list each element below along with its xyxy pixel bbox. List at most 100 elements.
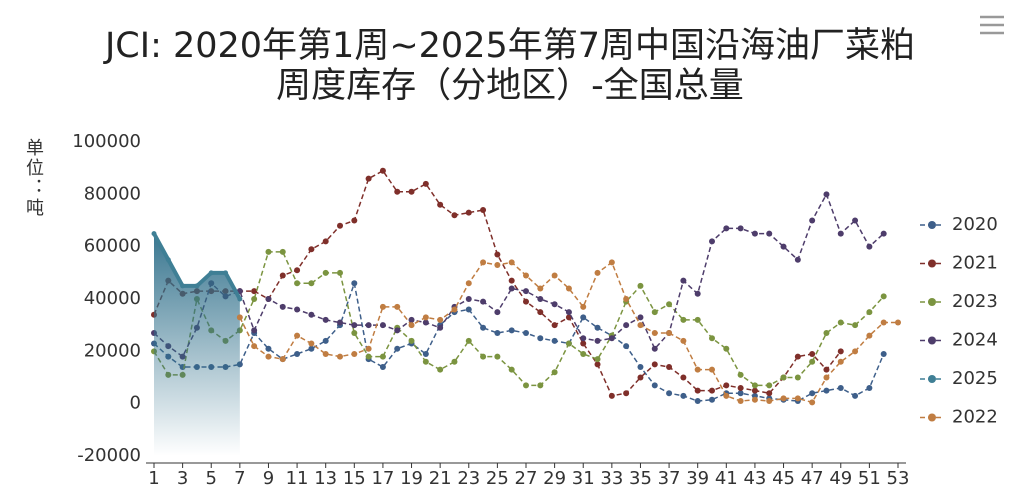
data-point: [694, 387, 701, 394]
data-point: [251, 327, 258, 334]
data-point: [537, 285, 544, 292]
series-line: [153, 251, 885, 387]
data-point: [365, 322, 372, 329]
x-tick-label: 41: [715, 468, 738, 489]
chart-title: JCI: 2020年第1周~2025年第7周中国沿海油厂菜粕周度库存（分地区）-…: [104, 26, 915, 106]
series-line: [153, 169, 842, 397]
data-point: [279, 303, 286, 310]
legend-marker: [928, 336, 936, 345]
data-point: [794, 256, 801, 263]
data-point: [794, 395, 801, 402]
y-axis-label: 单位：吨: [23, 138, 44, 218]
data-point: [379, 364, 386, 371]
data-point: [637, 374, 644, 381]
data-point: [508, 366, 515, 373]
data-point: [351, 350, 358, 357]
data-point: [294, 280, 301, 287]
data-point: [709, 387, 715, 394]
data-point: [737, 225, 744, 232]
x-tick-label: 21: [429, 468, 452, 489]
y-tick-label: 60000: [84, 236, 141, 257]
data-point: [737, 384, 744, 391]
data-point: [608, 259, 615, 266]
x-tick-label: 7: [234, 468, 245, 489]
legend-marker: [928, 259, 936, 268]
data-point: [565, 285, 572, 292]
menu-icon[interactable]: [980, 15, 1004, 35]
data-point: [880, 350, 887, 357]
data-point: [823, 330, 830, 337]
data-point: [837, 348, 844, 355]
x-tick-label: 5: [206, 468, 217, 489]
data-point: [508, 259, 515, 266]
x-tick-label: 25: [486, 468, 509, 489]
data-point: [751, 382, 758, 389]
data-point: [766, 390, 773, 397]
data-point: [551, 369, 558, 376]
data-point: [709, 366, 715, 373]
series-line: [239, 261, 898, 404]
legend-label: 2020: [952, 214, 998, 235]
data-point: [651, 345, 658, 352]
data-point: [551, 301, 558, 308]
data-point: [508, 277, 515, 284]
x-tick-label: 17: [371, 468, 394, 489]
x-tick-label: 31: [572, 468, 595, 489]
data-point: [322, 350, 329, 357]
data-point: [265, 345, 272, 352]
data-point: [737, 398, 744, 405]
legend-marker: [928, 413, 936, 422]
data-point: [351, 322, 358, 329]
data-point: [565, 309, 572, 316]
x-tick-label: 13: [314, 468, 337, 489]
data-point: [551, 272, 558, 279]
data-point: [437, 316, 444, 323]
data-point: [680, 374, 687, 381]
data-point: [523, 330, 529, 337]
data-point: [651, 309, 658, 316]
legend-marker: [928, 298, 936, 306]
data-point: [823, 366, 830, 373]
data-point: [294, 306, 301, 313]
data-point: [294, 332, 301, 339]
data-point: [751, 230, 758, 237]
data-point: [180, 283, 186, 289]
data-point: [694, 316, 701, 323]
data-point: [623, 296, 630, 302]
data-point: [823, 374, 830, 381]
x-tick-label: 23: [457, 468, 480, 489]
data-point: [880, 319, 887, 326]
data-point: [666, 330, 673, 337]
data-point: [780, 374, 787, 381]
data-point: [866, 332, 873, 339]
x-tick-label: 1: [148, 468, 159, 489]
legend-label: 2025: [952, 368, 998, 389]
data-point: [751, 396, 758, 403]
data-point: [651, 382, 658, 389]
data-point: [637, 314, 644, 321]
data-point: [265, 296, 272, 302]
data-point: [379, 303, 386, 310]
data-point: [594, 356, 601, 363]
data-point: [265, 248, 272, 255]
data-point: [337, 222, 343, 229]
data-point: [737, 371, 744, 378]
data-point: [494, 309, 501, 316]
data-point: [308, 280, 315, 287]
data-point: [251, 343, 258, 350]
data-point: [637, 364, 644, 371]
data-point: [680, 392, 687, 399]
data-point: [480, 259, 487, 266]
data-point: [480, 324, 487, 331]
series-area: [154, 233, 240, 456]
data-point: [523, 272, 529, 279]
data-point: [709, 238, 715, 245]
y-tick-label: 20000: [84, 340, 141, 361]
x-tick-label: 51: [858, 468, 881, 489]
data-point: [294, 350, 301, 357]
data-point: [651, 330, 658, 337]
data-point: [408, 316, 415, 323]
data-point: [608, 392, 615, 399]
data-point: [223, 270, 229, 276]
data-point: [680, 337, 687, 344]
